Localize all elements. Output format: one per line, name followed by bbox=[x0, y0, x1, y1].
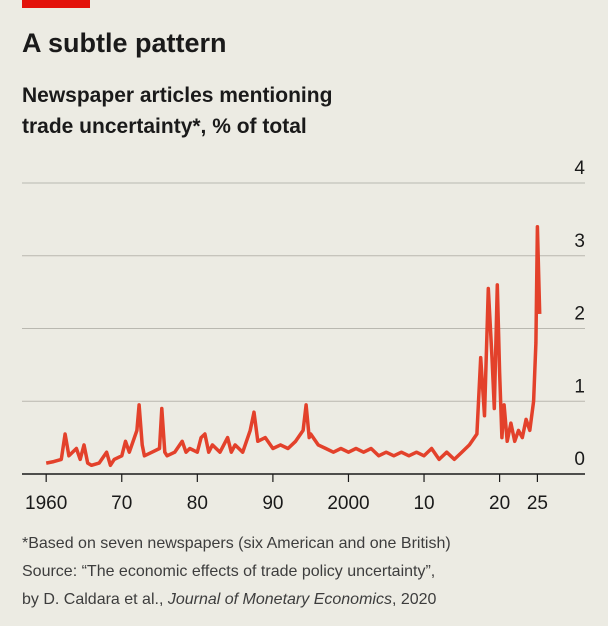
x-tick-label: 90 bbox=[262, 493, 283, 514]
x-tick-label: 80 bbox=[187, 493, 208, 514]
y-tick-label: 0 bbox=[574, 449, 585, 470]
x-tick-label: 10 bbox=[413, 493, 434, 514]
chart-title: A subtle pattern bbox=[22, 28, 227, 58]
x-tick-label: 1960 bbox=[25, 493, 67, 514]
source-year: , 2020 bbox=[391, 591, 437, 608]
x-tick-label: 20 bbox=[489, 493, 510, 514]
y-tick-label: 3 bbox=[574, 231, 585, 252]
x-tick-label: 25 bbox=[527, 493, 548, 514]
y-tick-label: 2 bbox=[574, 304, 585, 325]
y-tick-label: 4 bbox=[574, 158, 585, 179]
source-author: by D. Caldara et al., bbox=[22, 591, 168, 608]
note: *Based on seven newspapers (six American… bbox=[22, 535, 451, 552]
y-tick-label: 1 bbox=[574, 376, 585, 397]
data-line bbox=[45, 224, 542, 468]
x-tick-label: 70 bbox=[111, 493, 132, 514]
source: Source: “The economic effects of trade p… bbox=[22, 563, 436, 580]
subtitle: trade uncertainty*, % of total bbox=[22, 115, 307, 138]
source-journal: Journal of Monetary Economics bbox=[167, 591, 392, 608]
brand-bar bbox=[22, 0, 90, 8]
source-citation: by D. Caldara et al., Journal of Monetar… bbox=[22, 591, 436, 609]
x-tick-label: 2000 bbox=[327, 493, 369, 514]
subtitle: Newspaper articles mentioning bbox=[22, 84, 333, 107]
